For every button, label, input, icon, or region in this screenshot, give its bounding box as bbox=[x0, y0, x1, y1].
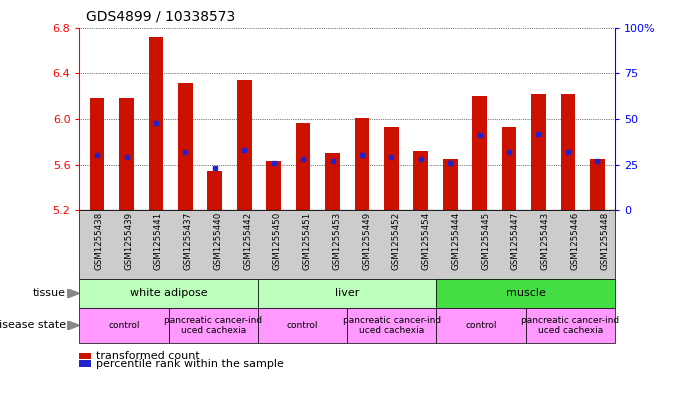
Bar bbox=[531, 94, 546, 210]
Text: control: control bbox=[108, 321, 140, 330]
Text: percentile rank within the sample: percentile rank within the sample bbox=[96, 358, 284, 369]
Text: control: control bbox=[465, 321, 497, 330]
Bar bbox=[90, 98, 104, 210]
Text: tissue: tissue bbox=[32, 288, 66, 298]
Text: GDS4899 / 10338573: GDS4899 / 10338573 bbox=[86, 10, 236, 24]
Polygon shape bbox=[67, 321, 79, 330]
Text: GSM1255442: GSM1255442 bbox=[243, 211, 252, 270]
Text: GSM1255446: GSM1255446 bbox=[570, 211, 579, 270]
Bar bbox=[237, 80, 252, 210]
Text: GSM1255448: GSM1255448 bbox=[600, 211, 609, 270]
Bar bbox=[560, 94, 576, 210]
Text: GSM1255453: GSM1255453 bbox=[332, 211, 341, 270]
Text: GSM1255454: GSM1255454 bbox=[422, 211, 430, 270]
Bar bbox=[354, 118, 369, 210]
Text: GSM1255444: GSM1255444 bbox=[451, 211, 460, 270]
Text: GSM1255443: GSM1255443 bbox=[540, 211, 549, 270]
Text: pancreatic cancer-ind
uced cachexia: pancreatic cancer-ind uced cachexia bbox=[343, 316, 441, 335]
Text: GSM1255437: GSM1255437 bbox=[184, 211, 193, 270]
Text: white adipose: white adipose bbox=[130, 288, 207, 298]
Text: control: control bbox=[287, 321, 319, 330]
Text: pancreatic cancer-ind
uced cachexia: pancreatic cancer-ind uced cachexia bbox=[521, 316, 619, 335]
Bar bbox=[149, 37, 163, 210]
Bar bbox=[266, 161, 281, 210]
Text: GSM1255441: GSM1255441 bbox=[154, 211, 163, 270]
Text: GSM1255447: GSM1255447 bbox=[511, 211, 520, 270]
Bar bbox=[502, 127, 516, 210]
Text: GSM1255451: GSM1255451 bbox=[303, 211, 312, 270]
Bar bbox=[296, 123, 310, 210]
Text: liver: liver bbox=[335, 288, 359, 298]
Text: GSM1255449: GSM1255449 bbox=[362, 211, 371, 270]
Text: pancreatic cancer-ind
uced cachexia: pancreatic cancer-ind uced cachexia bbox=[164, 316, 263, 335]
Bar bbox=[325, 153, 340, 210]
Text: disease state: disease state bbox=[0, 320, 66, 331]
Polygon shape bbox=[67, 288, 79, 298]
Text: GSM1255452: GSM1255452 bbox=[392, 211, 401, 270]
Bar bbox=[178, 83, 193, 210]
Bar bbox=[413, 151, 428, 210]
Text: GSM1255439: GSM1255439 bbox=[124, 211, 133, 270]
Text: GSM1255440: GSM1255440 bbox=[214, 211, 223, 270]
Bar bbox=[590, 159, 605, 210]
Text: muscle: muscle bbox=[506, 288, 546, 298]
Text: GSM1255438: GSM1255438 bbox=[95, 211, 104, 270]
Bar bbox=[207, 171, 223, 210]
Bar bbox=[472, 96, 487, 210]
Text: transformed count: transformed count bbox=[96, 351, 200, 361]
Text: GSM1255450: GSM1255450 bbox=[273, 211, 282, 270]
Bar bbox=[443, 159, 457, 210]
Bar bbox=[119, 98, 134, 210]
Bar bbox=[384, 127, 399, 210]
Text: GSM1255445: GSM1255445 bbox=[481, 211, 490, 270]
